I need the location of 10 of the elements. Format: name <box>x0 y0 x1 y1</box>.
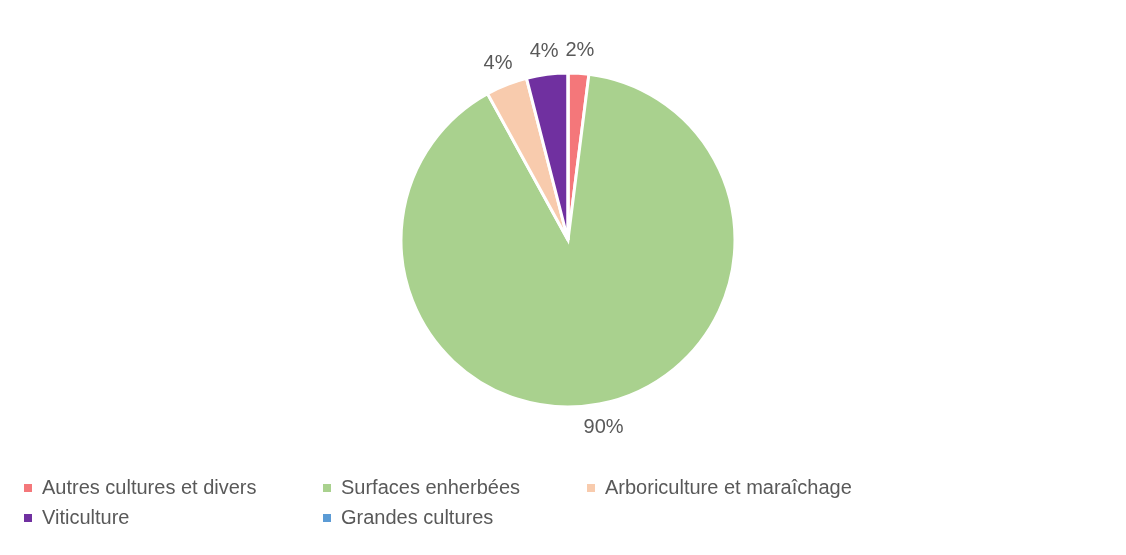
legend-label: Grandes cultures <box>341 506 494 528</box>
legend-label: Autres cultures et divers <box>42 476 257 498</box>
data-label: 4% <box>483 51 513 74</box>
legend-label: Arboriculture et maraîchage <box>605 476 852 498</box>
legend-label: Surfaces enherbées <box>341 476 521 498</box>
legend-label: Viticulture <box>42 506 130 528</box>
data-label: 90% <box>583 414 624 437</box>
data-label: 2% <box>565 38 595 61</box>
pie-slice <box>399 72 737 409</box>
data-label: 4% <box>529 39 559 62</box>
